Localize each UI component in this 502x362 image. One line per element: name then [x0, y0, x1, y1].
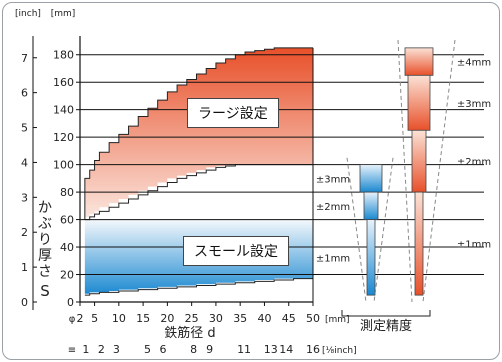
- small-accuracy-band-2: [366, 219, 376, 296]
- large-accuracy-label-0: ±4mm: [457, 58, 491, 69]
- x-unit-mm: [mm]: [325, 315, 350, 325]
- y-tick-label-160: 160: [53, 76, 74, 89]
- y-inch-tick-label-5: 5: [21, 122, 28, 135]
- large-accuracy-label-2: ±2mm: [457, 157, 491, 168]
- large-setting-upper-line: [84, 47, 313, 220]
- y-tick-label-60: 60: [60, 214, 74, 227]
- small-accuracy-label-0: ±3mm: [316, 174, 350, 185]
- small-accuracy-label-2: ±1mm: [316, 253, 350, 264]
- large-accuracy-band-1: [407, 74, 431, 131]
- small-accuracy-label-1: ±2mm: [316, 202, 350, 213]
- y-tick-label-180: 180: [53, 49, 74, 62]
- y-unit-mm: [mm]: [51, 9, 76, 19]
- large-setting-lower-line: [84, 164, 313, 221]
- accuracy-bracket: [341, 310, 431, 317]
- x-tick-label-25: 25: [185, 312, 199, 325]
- small-setting-lower-line: [84, 278, 313, 296]
- y-axis-label-char: り: [38, 232, 52, 248]
- x-axis-label: 鉄筋径 d: [164, 325, 215, 341]
- x-secondary-tick-label-3: 3: [113, 343, 120, 356]
- x-tick-label-10: 10: [112, 312, 126, 325]
- y-tick-label-140: 140: [53, 104, 74, 117]
- y-inch-tick-label-6: 6: [21, 87, 28, 100]
- accuracy-label: 測定精度: [360, 318, 412, 334]
- y-inch-tick-label-1: 1: [21, 261, 28, 274]
- y-inch-tick-label-0: 0: [21, 296, 28, 309]
- x-prefix-phi: φ: [69, 314, 76, 325]
- large-funnel-right: [422, 39, 456, 303]
- x-secondary-unit: [⅛inch]: [322, 346, 357, 356]
- y-axis-label-char: ぶ: [38, 216, 52, 232]
- y-inch-tick-label-2: 2: [21, 226, 28, 239]
- y-axis-label-char: か: [38, 200, 52, 216]
- x-secondary-tick-label-13: 13: [264, 343, 278, 356]
- small-accuracy-band-1: [363, 191, 379, 220]
- large-setting-area: [84, 47, 314, 220]
- x-tick-label-45: 45: [282, 312, 296, 325]
- x-secondary-prefix: ≡: [68, 345, 76, 356]
- x-tick-label-20: 20: [160, 312, 174, 325]
- x-tick-label-2: 2: [77, 312, 84, 325]
- y-tick-label-100: 100: [53, 159, 74, 172]
- x-secondary-tick-label-16: 16: [306, 343, 320, 356]
- y-tick-label-80: 80: [60, 186, 74, 199]
- y-tick-label-0: 0: [67, 296, 74, 309]
- x-secondary-tick-label-2: 2: [98, 343, 105, 356]
- x-secondary-tick-label-11: 11: [237, 343, 251, 356]
- large-accuracy-band-2: [411, 129, 427, 193]
- x-secondary-tick-label-1: 1: [82, 343, 89, 356]
- y-axis-label-char: S: [40, 282, 50, 300]
- x-tick-label-30: 30: [209, 312, 223, 325]
- x-secondary-tick-label-14: 14: [279, 343, 293, 356]
- x-tick-label-50: 50: [306, 312, 320, 325]
- y-inch-tick-label-7: 7: [21, 52, 28, 65]
- large-accuracy-band-0: [404, 47, 434, 76]
- x-tick-label-40: 40: [257, 312, 271, 325]
- y-axis-label-char: さ: [38, 264, 52, 280]
- x-secondary-tick-label-8: 8: [190, 343, 197, 356]
- small-accuracy-band-0: [359, 164, 383, 193]
- y-tick-label-120: 120: [53, 131, 74, 144]
- x-secondary-tick-label-6: 6: [160, 343, 167, 356]
- large-setting-label: ラージ設定: [187, 98, 279, 128]
- y-inch-tick-label-4: 4: [21, 156, 28, 169]
- x-tick-label-35: 35: [233, 312, 247, 325]
- large-accuracy-label-3: ±1mm: [457, 240, 491, 251]
- x-secondary-tick-label-5: 5: [144, 343, 151, 356]
- y-unit-inch: [inch]: [15, 9, 41, 19]
- y-tick-label-20: 20: [60, 269, 74, 282]
- large-accuracy-label-1: ±3mm: [457, 99, 491, 110]
- small-setting-label: スモール設定: [183, 236, 289, 266]
- y-axis-label-char: 厚: [38, 248, 52, 264]
- small-funnel-right: [373, 157, 394, 303]
- large-funnel-left: [397, 39, 413, 303]
- x-tick-label-5: 5: [91, 312, 98, 325]
- y-tick-label-40: 40: [60, 241, 74, 254]
- x-secondary-tick-label-9: 9: [206, 343, 213, 356]
- small-funnel-left: [346, 157, 367, 303]
- large-accuracy-band-3: [414, 191, 424, 296]
- y-inch-tick-label-3: 3: [21, 191, 28, 204]
- x-tick-label-15: 15: [136, 312, 150, 325]
